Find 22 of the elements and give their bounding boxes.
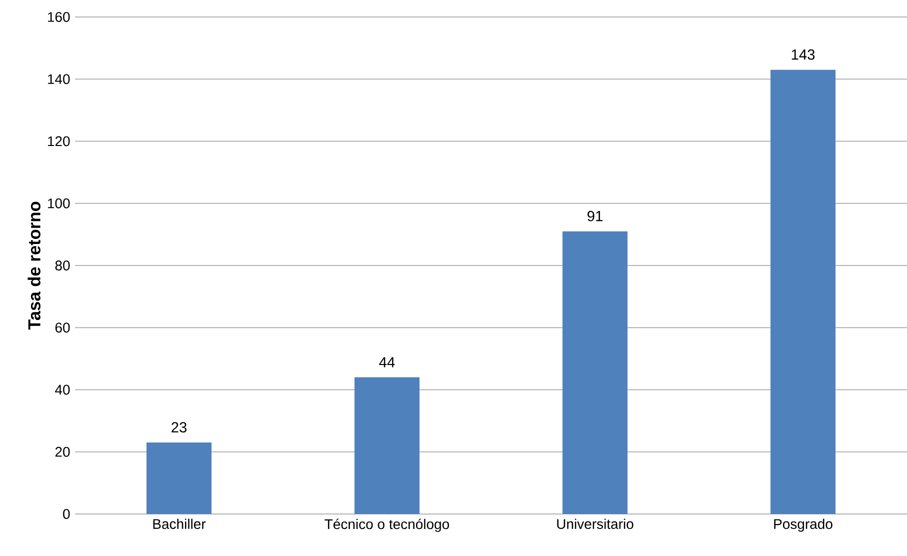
y-tick-label: 160 bbox=[48, 12, 70, 22]
data-label: 143 bbox=[792, 49, 815, 60]
bar bbox=[354, 377, 420, 514]
bar bbox=[146, 442, 212, 514]
bar bbox=[562, 231, 628, 514]
y-tick-label: 60 bbox=[55, 322, 70, 333]
y-tick-label: 80 bbox=[55, 260, 70, 270]
y-tick-label: 20 bbox=[55, 446, 70, 457]
y-tick-label: 120 bbox=[48, 136, 70, 146]
x-tick-label: Universitario bbox=[557, 518, 634, 529]
data-label: 91 bbox=[588, 210, 602, 222]
y-tick-label: 140 bbox=[48, 74, 70, 84]
x-tick-label: Bachiller bbox=[153, 518, 206, 529]
y-tick-label: 100 bbox=[48, 198, 70, 208]
y-tick-label: 40 bbox=[55, 384, 70, 395]
data-label: 23 bbox=[172, 422, 187, 432]
bar bbox=[770, 70, 836, 514]
data-label: 44 bbox=[379, 357, 395, 368]
y-axis-title: Tasa de retorno bbox=[28, 202, 40, 330]
x-tick-label: Posgrado bbox=[774, 518, 832, 532]
y-tick-label: 0 bbox=[63, 509, 70, 519]
x-tick-label: Técnico o tecnólogo bbox=[324, 518, 450, 532]
